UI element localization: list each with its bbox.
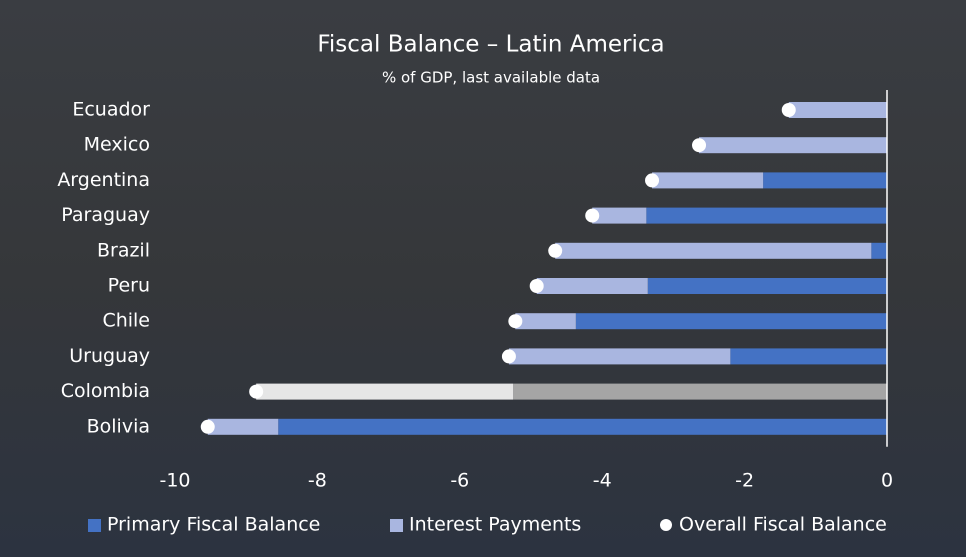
bar-segment <box>278 418 887 435</box>
bar-segment <box>513 383 887 400</box>
bar-segment <box>788 102 887 118</box>
legend-label: Interest Payments <box>409 514 581 536</box>
bar-segment <box>508 348 731 365</box>
y-tick-label: Bolivia <box>87 415 150 437</box>
bar-segment <box>555 242 872 259</box>
bar-segment <box>207 418 279 435</box>
overall-marker <box>249 384 264 399</box>
chart-title: Fiscal Balance – Latin America <box>317 32 664 58</box>
y-tick-label: Brazil <box>97 239 150 261</box>
y-tick-label: Chile <box>102 310 150 332</box>
x-tick-label: -6 <box>450 470 469 492</box>
overall-marker <box>501 349 516 364</box>
bar-segment <box>575 313 887 330</box>
legend-label: Primary Fiscal Balance <box>107 514 320 536</box>
bar-segment <box>730 348 887 365</box>
y-tick-label: Paraguay <box>61 204 150 226</box>
x-tick-label: -8 <box>308 470 327 492</box>
x-tick-label: 0 <box>881 470 893 492</box>
bar-segment <box>652 172 764 189</box>
bar-segment <box>646 207 887 224</box>
x-tick-label: -2 <box>735 470 754 492</box>
bar-segment <box>592 207 647 224</box>
bar-segment <box>256 383 514 400</box>
overall-marker <box>585 208 600 223</box>
overall-marker <box>200 419 215 434</box>
bar-segment <box>536 278 648 294</box>
y-tick-label: Peru <box>108 275 150 297</box>
y-tick-label: Uruguay <box>69 345 150 367</box>
overall-marker <box>529 279 544 293</box>
chart-subtitle: % of GDP, last available data <box>382 69 600 87</box>
overall-marker <box>645 173 660 188</box>
legend-swatch <box>390 519 403 532</box>
y-tick-label: Ecuador <box>72 99 150 121</box>
overall-marker <box>508 314 523 329</box>
x-tick-label: -10 <box>159 470 190 492</box>
y-tick-label: Argentina <box>57 169 150 191</box>
legend-label: Overall Fiscal Balance <box>679 514 887 536</box>
bar-segment <box>763 172 887 189</box>
y-tick-label: Mexico <box>84 134 150 156</box>
bar-segment <box>871 242 887 259</box>
legend-swatch <box>88 519 101 532</box>
overall-marker <box>692 138 707 153</box>
overall-marker <box>781 103 796 117</box>
bar-segment <box>515 313 576 330</box>
overall-marker <box>548 243 563 258</box>
x-tick-label: -4 <box>593 470 612 492</box>
bar-segment <box>647 278 887 294</box>
legend-marker <box>660 519 672 531</box>
y-tick-label: Colombia <box>61 380 150 402</box>
bar-segment <box>699 137 887 154</box>
